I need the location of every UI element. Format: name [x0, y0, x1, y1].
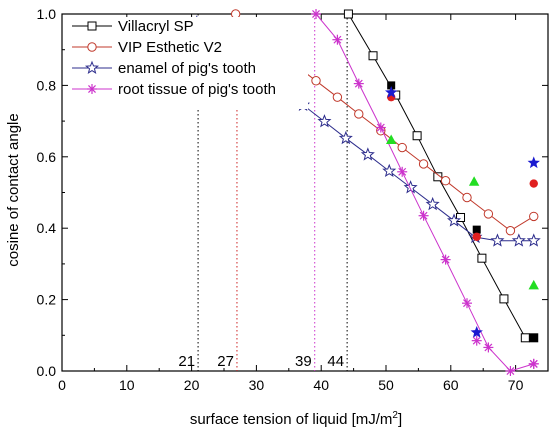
x-tick-label: 10: [119, 377, 135, 393]
legend-label: enamel of pig's tooth: [118, 60, 256, 77]
y-tick-label: 0.6: [37, 149, 57, 165]
legend-item-villacryl-sp: Villacryl SP: [72, 18, 194, 35]
data-point: [440, 176, 451, 186]
measured-point: [470, 325, 483, 338]
legend-marker: [87, 21, 97, 31]
x-tick-label: 40: [313, 377, 329, 393]
data-point: [360, 147, 375, 161]
measured-point: [387, 81, 396, 90]
legend: Villacryl SP VIP Esthetic V2 enamel of pig…: [68, 17, 308, 109]
x-tick-label: 60: [443, 377, 459, 393]
x-tick-label: 50: [378, 377, 394, 393]
data-point: [499, 294, 509, 304]
critical-line-label: 44: [327, 353, 344, 370]
y-tick-label: 0.0: [37, 363, 57, 379]
measured-point: [528, 358, 539, 369]
critical-line-label: 39: [295, 353, 312, 370]
data-point: [354, 109, 364, 119]
measured-point: [527, 156, 540, 169]
data-point: [338, 130, 353, 145]
measured-point: [472, 225, 481, 234]
data-point: [462, 192, 472, 203]
legend-item-enamel-of-pig-s-tooth: enamel of pig's tooth: [72, 60, 256, 77]
y-tick-label: 1.0: [37, 6, 57, 22]
axes-layer: 0 10 20 30 40 50 60 70 0.0 0.2 0.4 0.6 0.8 1.0: [37, 6, 549, 393]
data-point: [412, 131, 422, 141]
legend-marker: [87, 42, 97, 52]
data-point: [529, 211, 539, 222]
x-axis-title: surface tension of liquid [mJ/m2]: [190, 410, 402, 428]
data-point: [311, 76, 321, 86]
data-point: [397, 166, 408, 177]
x-tick-label: 0: [58, 377, 66, 393]
data-point: [490, 233, 505, 247]
critical-lines-layer: 21 27 39 44: [178, 14, 348, 371]
legend-label: Villacryl SP: [118, 18, 194, 35]
data-point: [440, 254, 451, 265]
legend-item-root-tissue-of-pig-s-tooth: root tissue of pig's tooth: [72, 81, 276, 98]
data-point: [511, 233, 526, 247]
series-villacryl-sp: [343, 9, 539, 343]
legend-item-vip-esthetic-v2: VIP Esthetic V2: [72, 39, 222, 56]
data-point: [483, 342, 494, 353]
data-point: [311, 9, 322, 19]
measured-point: [529, 333, 538, 342]
data-point: [505, 366, 516, 376]
data-point: [505, 225, 516, 236]
series-line: [315, 14, 534, 371]
y-tick-label: 0.4: [37, 220, 57, 236]
legend-background: [68, 17, 308, 109]
measured-points-layer: [385, 81, 540, 369]
measured-point: [472, 232, 481, 241]
measured-point: [385, 134, 397, 145]
data-point: [418, 159, 429, 169]
data-point: [447, 213, 462, 227]
y-tick-label: 0.2: [37, 292, 57, 308]
legend-marker: [84, 60, 100, 74]
critical-line-label: 27: [217, 353, 234, 370]
data-point: [382, 163, 397, 178]
data-point: [433, 172, 443, 182]
data-point: [317, 114, 332, 128]
data-point: [477, 253, 487, 263]
legend-label: root tissue of pig's tooth: [118, 81, 276, 98]
data-point: [483, 209, 494, 219]
data-point: [418, 210, 429, 221]
x-tick-label: 20: [184, 377, 200, 393]
critical-line-label: 21: [178, 353, 195, 370]
measured-point: [529, 179, 538, 188]
data-point: [456, 212, 466, 222]
data-point: [462, 298, 472, 309]
data-point: [368, 51, 378, 61]
x-tick-label: 70: [508, 377, 524, 393]
series-line: [347, 14, 534, 339]
data-point: [353, 78, 364, 89]
data-point: [520, 333, 530, 343]
measured-point: [528, 279, 539, 290]
data-point: [230, 9, 241, 19]
legend-marker: [87, 84, 97, 94]
data-point: [397, 142, 407, 153]
measured-point: [468, 176, 480, 186]
data-point: [332, 92, 343, 102]
y-tick-label: 0.8: [37, 77, 57, 93]
data-point: [526, 233, 541, 247]
measured-point: [385, 86, 398, 98]
data-point: [332, 34, 343, 45]
data-point: [375, 122, 386, 133]
data-point: [343, 9, 353, 19]
measured-point: [471, 335, 482, 346]
legend-label: VIP Esthetic V2: [118, 39, 222, 56]
data-point: [425, 196, 440, 211]
x-tick-label: 30: [249, 377, 265, 393]
series-root-tissue-of-pig-s-tooth: [311, 9, 539, 376]
y-axis-title: cosine of contact angle: [5, 113, 22, 266]
